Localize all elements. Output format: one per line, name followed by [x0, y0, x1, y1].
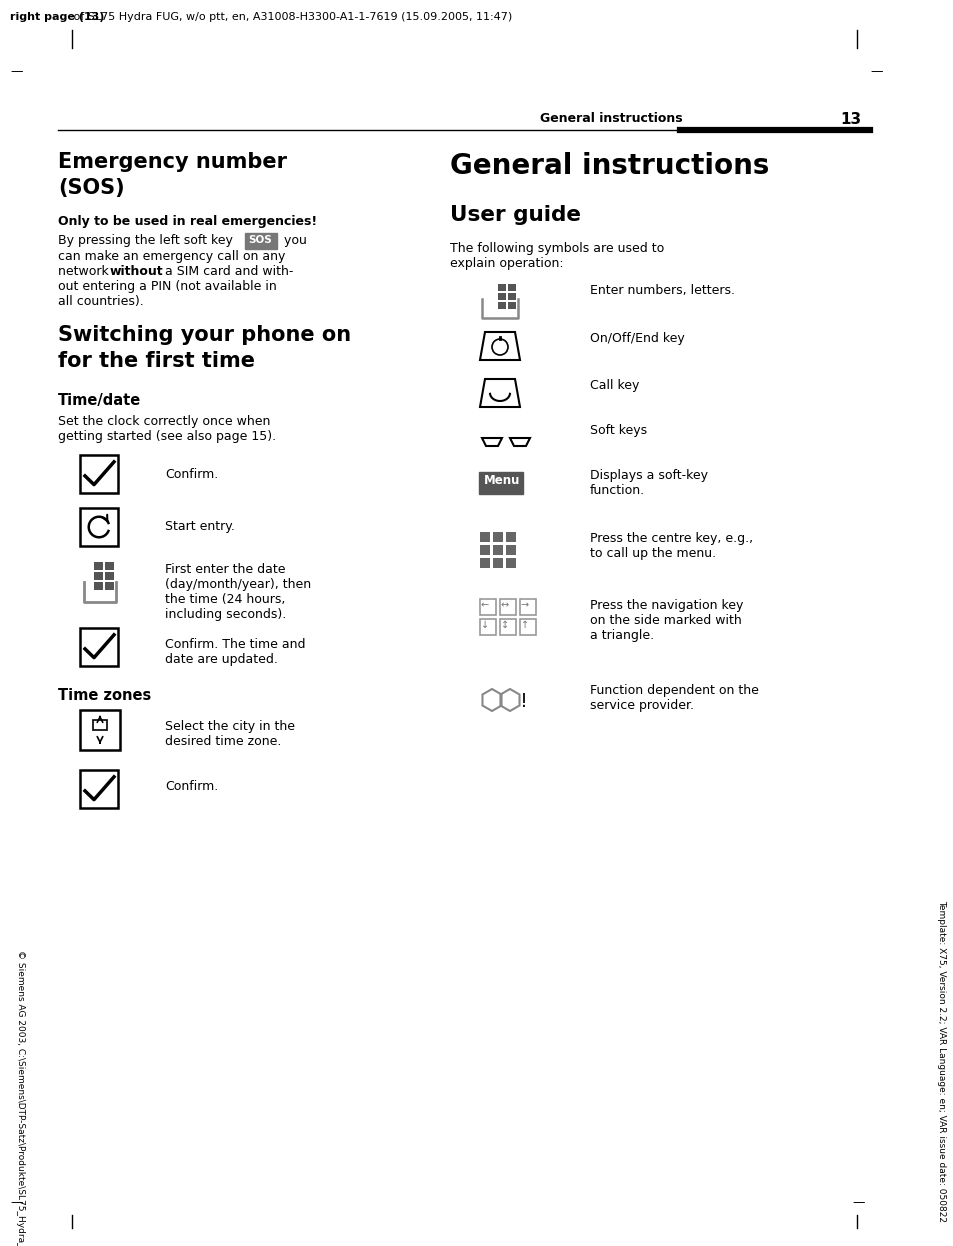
Text: !: ! — [519, 692, 527, 711]
Text: Enter numbers, letters.: Enter numbers, letters. — [589, 284, 734, 297]
Bar — [479, 532, 490, 542]
Bar — [479, 599, 496, 616]
Text: ↓: ↓ — [480, 621, 489, 630]
Bar — [80, 455, 118, 493]
Bar — [479, 558, 490, 568]
Bar — [80, 710, 120, 750]
Text: Time/date: Time/date — [58, 392, 141, 407]
Text: First enter the date: First enter the date — [165, 563, 285, 576]
Text: Soft keys: Soft keys — [589, 424, 646, 437]
Bar — [499, 619, 516, 635]
Text: The following symbols are used to: The following symbols are used to — [450, 242, 663, 255]
Text: including seconds).: including seconds). — [165, 608, 286, 621]
Text: General instructions: General instructions — [450, 152, 768, 179]
Text: Emergency number: Emergency number — [58, 152, 287, 172]
Text: Confirm.: Confirm. — [165, 780, 218, 792]
Text: without: without — [110, 265, 164, 278]
Text: Template: X75, Version 2.2; VAR Language: en; VAR issue date: 050822: Template: X75, Version 2.2; VAR Language… — [937, 900, 945, 1222]
Text: you: you — [280, 234, 307, 247]
Bar — [479, 619, 496, 635]
Text: of SL75 Hydra FUG, w/o ptt, en, A31008-H3300-A1-1-7619 (15.09.2005, 11:47): of SL75 Hydra FUG, w/o ptt, en, A31008-H… — [70, 12, 512, 22]
Bar — [519, 619, 536, 635]
Text: can make an emergency call on any: can make an emergency call on any — [58, 250, 285, 263]
Text: Confirm. The time and: Confirm. The time and — [165, 638, 305, 650]
Text: —: — — [869, 65, 882, 78]
Bar — [493, 545, 502, 554]
Bar — [80, 628, 118, 667]
Text: Menu: Menu — [483, 473, 519, 487]
Bar — [507, 302, 516, 309]
Text: explain operation:: explain operation: — [450, 257, 563, 270]
Text: function.: function. — [589, 483, 644, 497]
Text: out entering a PIN (not available in: out entering a PIN (not available in — [58, 280, 276, 293]
Text: on the side marked with: on the side marked with — [589, 614, 741, 627]
Text: © Siemens AG 2003, C:\Siemens\DTP-Satz\Produkte\SL75_Hydra_1\out-: © Siemens AG 2003, C:\Siemens\DTP-Satz\P… — [15, 949, 25, 1246]
Text: —: — — [10, 1196, 23, 1209]
Bar — [493, 558, 502, 568]
Text: Press the centre key, e.g.,: Press the centre key, e.g., — [589, 532, 752, 545]
Text: the time (24 hours,: the time (24 hours, — [165, 593, 285, 606]
Text: ↔: ↔ — [500, 601, 509, 611]
Text: Time zones: Time zones — [58, 688, 152, 703]
Text: 13: 13 — [840, 112, 861, 127]
Text: Switching your phone on: Switching your phone on — [58, 325, 351, 345]
Bar — [497, 293, 505, 300]
Text: a triangle.: a triangle. — [589, 629, 654, 642]
Text: Displays a soft-key: Displays a soft-key — [589, 468, 707, 482]
Text: all countries).: all countries). — [58, 295, 144, 308]
Bar — [499, 599, 516, 616]
Text: Press the navigation key: Press the navigation key — [589, 599, 742, 612]
Bar — [497, 302, 505, 309]
Text: On/Off/End key: On/Off/End key — [589, 331, 684, 345]
Text: Call key: Call key — [589, 379, 639, 392]
Bar — [507, 284, 516, 292]
Bar — [497, 284, 505, 292]
Text: for the first time: for the first time — [58, 351, 254, 371]
Text: —: — — [10, 65, 23, 78]
Bar — [105, 582, 113, 591]
Text: By pressing the left soft key: By pressing the left soft key — [58, 234, 236, 247]
Bar — [94, 572, 103, 579]
Text: General instructions: General instructions — [539, 112, 682, 125]
Text: SOS: SOS — [248, 235, 272, 245]
Text: —: — — [851, 1196, 863, 1209]
Text: to call up the menu.: to call up the menu. — [589, 547, 716, 559]
Text: →: → — [520, 601, 529, 611]
Text: network: network — [58, 265, 112, 278]
Bar — [94, 582, 103, 591]
Text: Only to be used in real emergencies!: Only to be used in real emergencies! — [58, 216, 316, 228]
Text: getting started (see also page 15).: getting started (see also page 15). — [58, 430, 275, 444]
Bar — [92, 720, 107, 730]
Bar — [105, 572, 113, 579]
Bar — [505, 545, 516, 554]
Text: (day/month/year), then: (day/month/year), then — [165, 578, 311, 591]
Text: a SIM card and with-: a SIM card and with- — [161, 265, 294, 278]
FancyBboxPatch shape — [478, 472, 522, 493]
Bar — [505, 532, 516, 542]
Text: desired time zone.: desired time zone. — [165, 735, 281, 748]
Text: Start entry.: Start entry. — [165, 520, 234, 533]
Text: Function dependent on the: Function dependent on the — [589, 684, 758, 697]
Text: service provider.: service provider. — [589, 699, 693, 711]
Bar — [80, 770, 118, 807]
Text: date are updated.: date are updated. — [165, 653, 277, 667]
Text: ↑: ↑ — [520, 621, 529, 630]
Bar — [479, 545, 490, 554]
FancyBboxPatch shape — [245, 233, 276, 249]
Bar — [94, 562, 103, 569]
Text: User guide: User guide — [450, 206, 580, 226]
Bar — [519, 599, 536, 616]
Text: ↕: ↕ — [500, 621, 509, 630]
Bar — [105, 562, 113, 569]
Text: right page (13): right page (13) — [10, 12, 104, 22]
Bar — [505, 558, 516, 568]
Bar — [80, 508, 118, 546]
Text: Confirm.: Confirm. — [165, 468, 218, 481]
Text: ←: ← — [480, 601, 489, 611]
Text: (SOS): (SOS) — [58, 178, 125, 198]
Text: Set the clock correctly once when: Set the clock correctly once when — [58, 415, 270, 427]
Bar — [507, 293, 516, 300]
Bar — [493, 532, 502, 542]
Text: Select the city in the: Select the city in the — [165, 720, 294, 733]
